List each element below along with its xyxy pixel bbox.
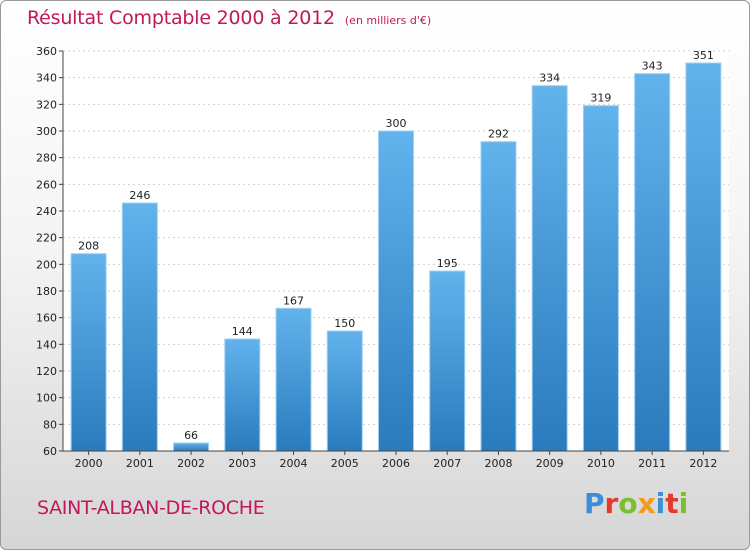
bar-2005 [326, 330, 363, 452]
x-tick-label: 2004 [280, 457, 308, 470]
y-tick-label: 240 [36, 205, 57, 218]
x-tick-label: 2005 [331, 457, 359, 470]
x-tick-label: 2008 [484, 457, 512, 470]
logo-letter: o [618, 487, 638, 520]
logo-letter: r [604, 487, 619, 520]
y-tick-label: 320 [36, 98, 57, 111]
data-labels: 208 246 66 144 167 150 300 195 292 334 319 343 351 [78, 49, 714, 442]
bar-2012 [685, 62, 722, 452]
y-tick-label: 280 [36, 152, 57, 165]
bars [70, 62, 722, 452]
chart-title: Résultat Comptable 2000 à 2012 (en millie… [27, 7, 431, 29]
x-tick-label: 2000 [75, 457, 103, 470]
bar-2003 [224, 338, 261, 452]
y-tick-label: 300 [36, 125, 57, 138]
bar-2009 [531, 85, 568, 452]
y-tick-label: 120 [36, 365, 57, 378]
y-axis: 60 80 100 120 140 160 180 200 220 240 260 280 300 320… [36, 45, 64, 458]
data-label: 150 [334, 317, 355, 330]
data-label: 334 [539, 72, 560, 85]
logo-letter: t [665, 487, 679, 520]
bar-2002 [173, 442, 210, 452]
y-tick-label: 160 [36, 312, 57, 325]
y-tick-label: 180 [36, 285, 57, 298]
data-label: 351 [693, 49, 714, 62]
data-label: 246 [129, 189, 150, 202]
x-tick-label: 2002 [177, 457, 205, 470]
data-label: 343 [642, 60, 663, 73]
proxiti-logo: Proxiti [584, 487, 688, 520]
data-label: 319 [590, 92, 611, 105]
y-tick-label: 80 [43, 418, 57, 431]
logo-letter: x [637, 487, 656, 520]
x-tick-label: 2006 [382, 457, 410, 470]
x-tick-label: 2001 [126, 457, 154, 470]
x-tick-label: 2009 [536, 457, 564, 470]
bar-2006 [378, 130, 414, 452]
bar-2000 [70, 253, 107, 452]
y-tick-label: 100 [36, 392, 57, 405]
x-tick-label: 2010 [587, 457, 615, 470]
x-tick-label: 2003 [228, 457, 256, 470]
bar-2007 [429, 270, 466, 452]
logo-letter: i [678, 487, 689, 520]
chart-title-text: Résultat Comptable 2000 à 2012 [27, 7, 335, 29]
bar-2008 [480, 141, 517, 452]
x-tick-label: 2007 [433, 457, 461, 470]
y-tick-label: 200 [36, 258, 57, 271]
y-tick-label: 260 [36, 178, 57, 191]
bar-2001 [121, 202, 158, 452]
bar-2004 [275, 307, 312, 452]
y-tick-label: 220 [36, 232, 57, 245]
data-label: 66 [184, 429, 198, 442]
bar-2010 [582, 105, 619, 452]
x-tick-label: 2011 [638, 457, 666, 470]
data-label: 167 [283, 294, 304, 307]
data-label: 292 [488, 128, 509, 141]
y-tick-label: 360 [36, 45, 57, 58]
y-tick-label: 340 [36, 72, 57, 85]
town-name: SAINT-ALBAN-DE-ROCHE [37, 497, 265, 519]
data-label: 300 [386, 117, 407, 130]
chart-subtitle: (en milliers d'€) [344, 14, 432, 27]
data-label: 144 [232, 325, 253, 338]
data-label: 208 [78, 240, 99, 253]
y-tick-label: 60 [43, 445, 57, 458]
bar-2011 [634, 73, 671, 452]
x-axis: 2000 2001 2002 2003 2004 2005 2006 2007 2008 2009… [63, 450, 729, 470]
data-label: 195 [437, 257, 458, 270]
logo-letter: P [584, 487, 605, 520]
logo-letter: i [655, 487, 666, 520]
x-tick-label: 2012 [689, 457, 717, 470]
y-tick-label: 140 [36, 338, 57, 351]
